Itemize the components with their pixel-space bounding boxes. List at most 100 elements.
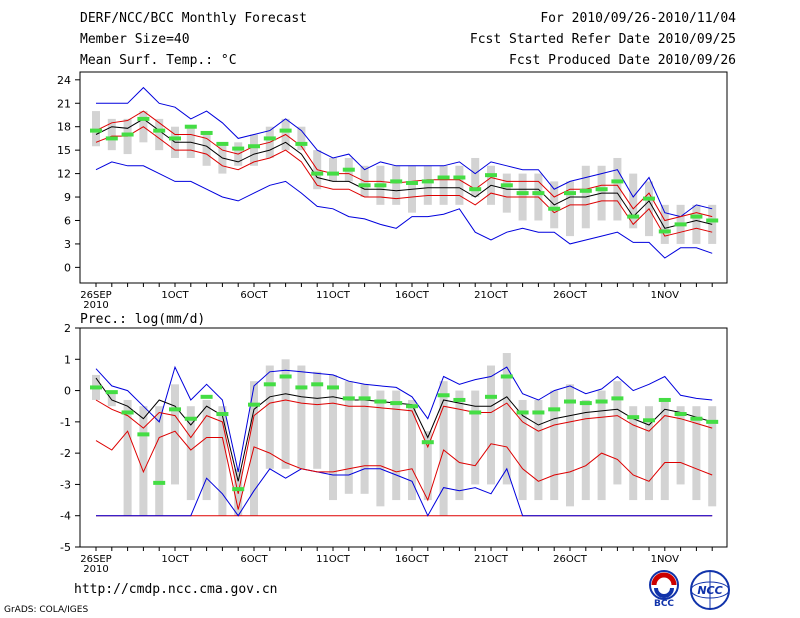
panel-frame — [79, 71, 728, 284]
median-marker — [674, 412, 687, 417]
median-marker — [232, 487, 245, 492]
median-marker — [295, 385, 308, 390]
ensemble-box — [171, 384, 179, 485]
ensemble-box — [660, 399, 669, 501]
ensemble-box — [613, 157, 622, 221]
median-marker — [421, 440, 434, 445]
median-marker — [611, 179, 624, 184]
median-marker — [516, 191, 529, 196]
median-marker — [390, 401, 403, 406]
median-marker — [184, 124, 197, 129]
y-tick-label: -1 — [60, 416, 71, 429]
ensemble-box — [313, 371, 322, 469]
median-marker — [374, 399, 387, 404]
ensemble-box — [692, 204, 701, 244]
median-marker — [358, 183, 371, 188]
median-marker — [327, 171, 339, 176]
fcst-produced-date: Fcst Produced Date 2010/09/26 — [509, 53, 736, 68]
ensemble-box — [281, 359, 290, 469]
median-marker — [342, 167, 355, 172]
median-marker — [658, 397, 671, 402]
median-marker — [121, 410, 134, 415]
y-tick-label: -5 — [60, 541, 71, 554]
median-marker — [595, 399, 608, 404]
fcst-started-date: Fcst Started Refer Date 2010/09/25 — [469, 32, 736, 47]
median-marker — [437, 175, 450, 180]
median-marker — [579, 188, 592, 193]
temp-variable-label: Mean Surf. Temp.: °C — [80, 53, 237, 68]
ensemble-box — [629, 173, 638, 229]
median-marker — [485, 173, 497, 178]
y-tick-label: 6 — [64, 214, 71, 227]
median-marker — [516, 410, 529, 415]
ncc-logo-text: NCC — [697, 584, 722, 597]
median-marker — [453, 175, 466, 180]
ensemble-box — [439, 381, 448, 516]
median-marker — [153, 128, 166, 133]
ensemble-box — [487, 365, 495, 485]
median-marker — [90, 128, 102, 133]
ensemble-box — [660, 204, 669, 244]
ensemble-box — [392, 390, 401, 501]
median-marker — [295, 141, 308, 146]
median-marker — [658, 229, 671, 234]
x-tick-label: 16OCT — [395, 554, 430, 565]
x-tick-label: 26OCT — [553, 290, 588, 301]
y-tick-label: -2 — [60, 447, 71, 460]
x-tick-label: 1NOV — [651, 290, 680, 301]
ensemble-box — [297, 126, 306, 151]
y-tick-label: 2 — [64, 322, 71, 335]
source-url[interactable]: http://cmdp.ncc.cma.gov.cn — [74, 582, 278, 597]
x-tick-label: 11OCT — [316, 554, 351, 565]
y-tick-label: 24 — [57, 74, 71, 87]
median-marker — [169, 407, 181, 412]
median-marker — [374, 183, 387, 188]
y-tick-label: -4 — [60, 510, 71, 523]
ensemble-box — [423, 165, 432, 205]
median-marker — [643, 196, 655, 201]
y-tick-label: 12 — [57, 168, 71, 181]
ensemble-box — [708, 406, 717, 507]
median-marker — [263, 382, 276, 387]
median-marker — [627, 415, 640, 420]
median-marker — [184, 416, 197, 421]
ensemble-box — [597, 390, 606, 501]
forecast-period: For 2010/09/26-2010/11/04 — [540, 11, 736, 26]
ensemble-box — [692, 406, 701, 501]
x-tick-label: 6OCT — [240, 290, 268, 301]
median-marker — [311, 171, 324, 176]
ensemble-box — [676, 406, 685, 485]
median-marker — [548, 407, 561, 412]
ensemble-box — [329, 157, 337, 182]
x-tick-label: 26SEP — [80, 554, 111, 565]
median-marker — [358, 396, 371, 401]
y-tick-label: 0 — [64, 385, 71, 398]
envelope-high-line — [96, 86, 713, 218]
ensemble-box — [502, 353, 511, 485]
y-tick-label: -3 — [60, 478, 71, 491]
bcc-logo: BCC — [649, 570, 679, 608]
median-marker — [595, 187, 608, 192]
median-marker — [469, 187, 482, 192]
median-marker — [421, 179, 434, 184]
band-high-line — [95, 110, 713, 222]
median-marker — [342, 396, 355, 401]
median-marker — [532, 191, 545, 196]
median-marker — [485, 394, 497, 399]
x-tick-label: 21OCT — [474, 554, 509, 565]
band-low-line — [95, 126, 713, 237]
median-marker — [327, 385, 339, 390]
median-marker — [548, 206, 561, 211]
x-tick-label: 1OCT — [161, 554, 189, 565]
median-marker — [121, 132, 134, 137]
median-marker — [674, 222, 687, 227]
ensemble-box — [107, 390, 116, 407]
median-marker — [200, 130, 213, 135]
precip-variable-label: Prec.: log(mm/d) — [80, 312, 205, 327]
x-tick-label: 11OCT — [316, 290, 351, 301]
median-marker — [390, 179, 403, 184]
median-marker — [627, 214, 640, 219]
x-tick-label: 1OCT — [161, 290, 189, 301]
ensemble-box — [376, 390, 385, 507]
